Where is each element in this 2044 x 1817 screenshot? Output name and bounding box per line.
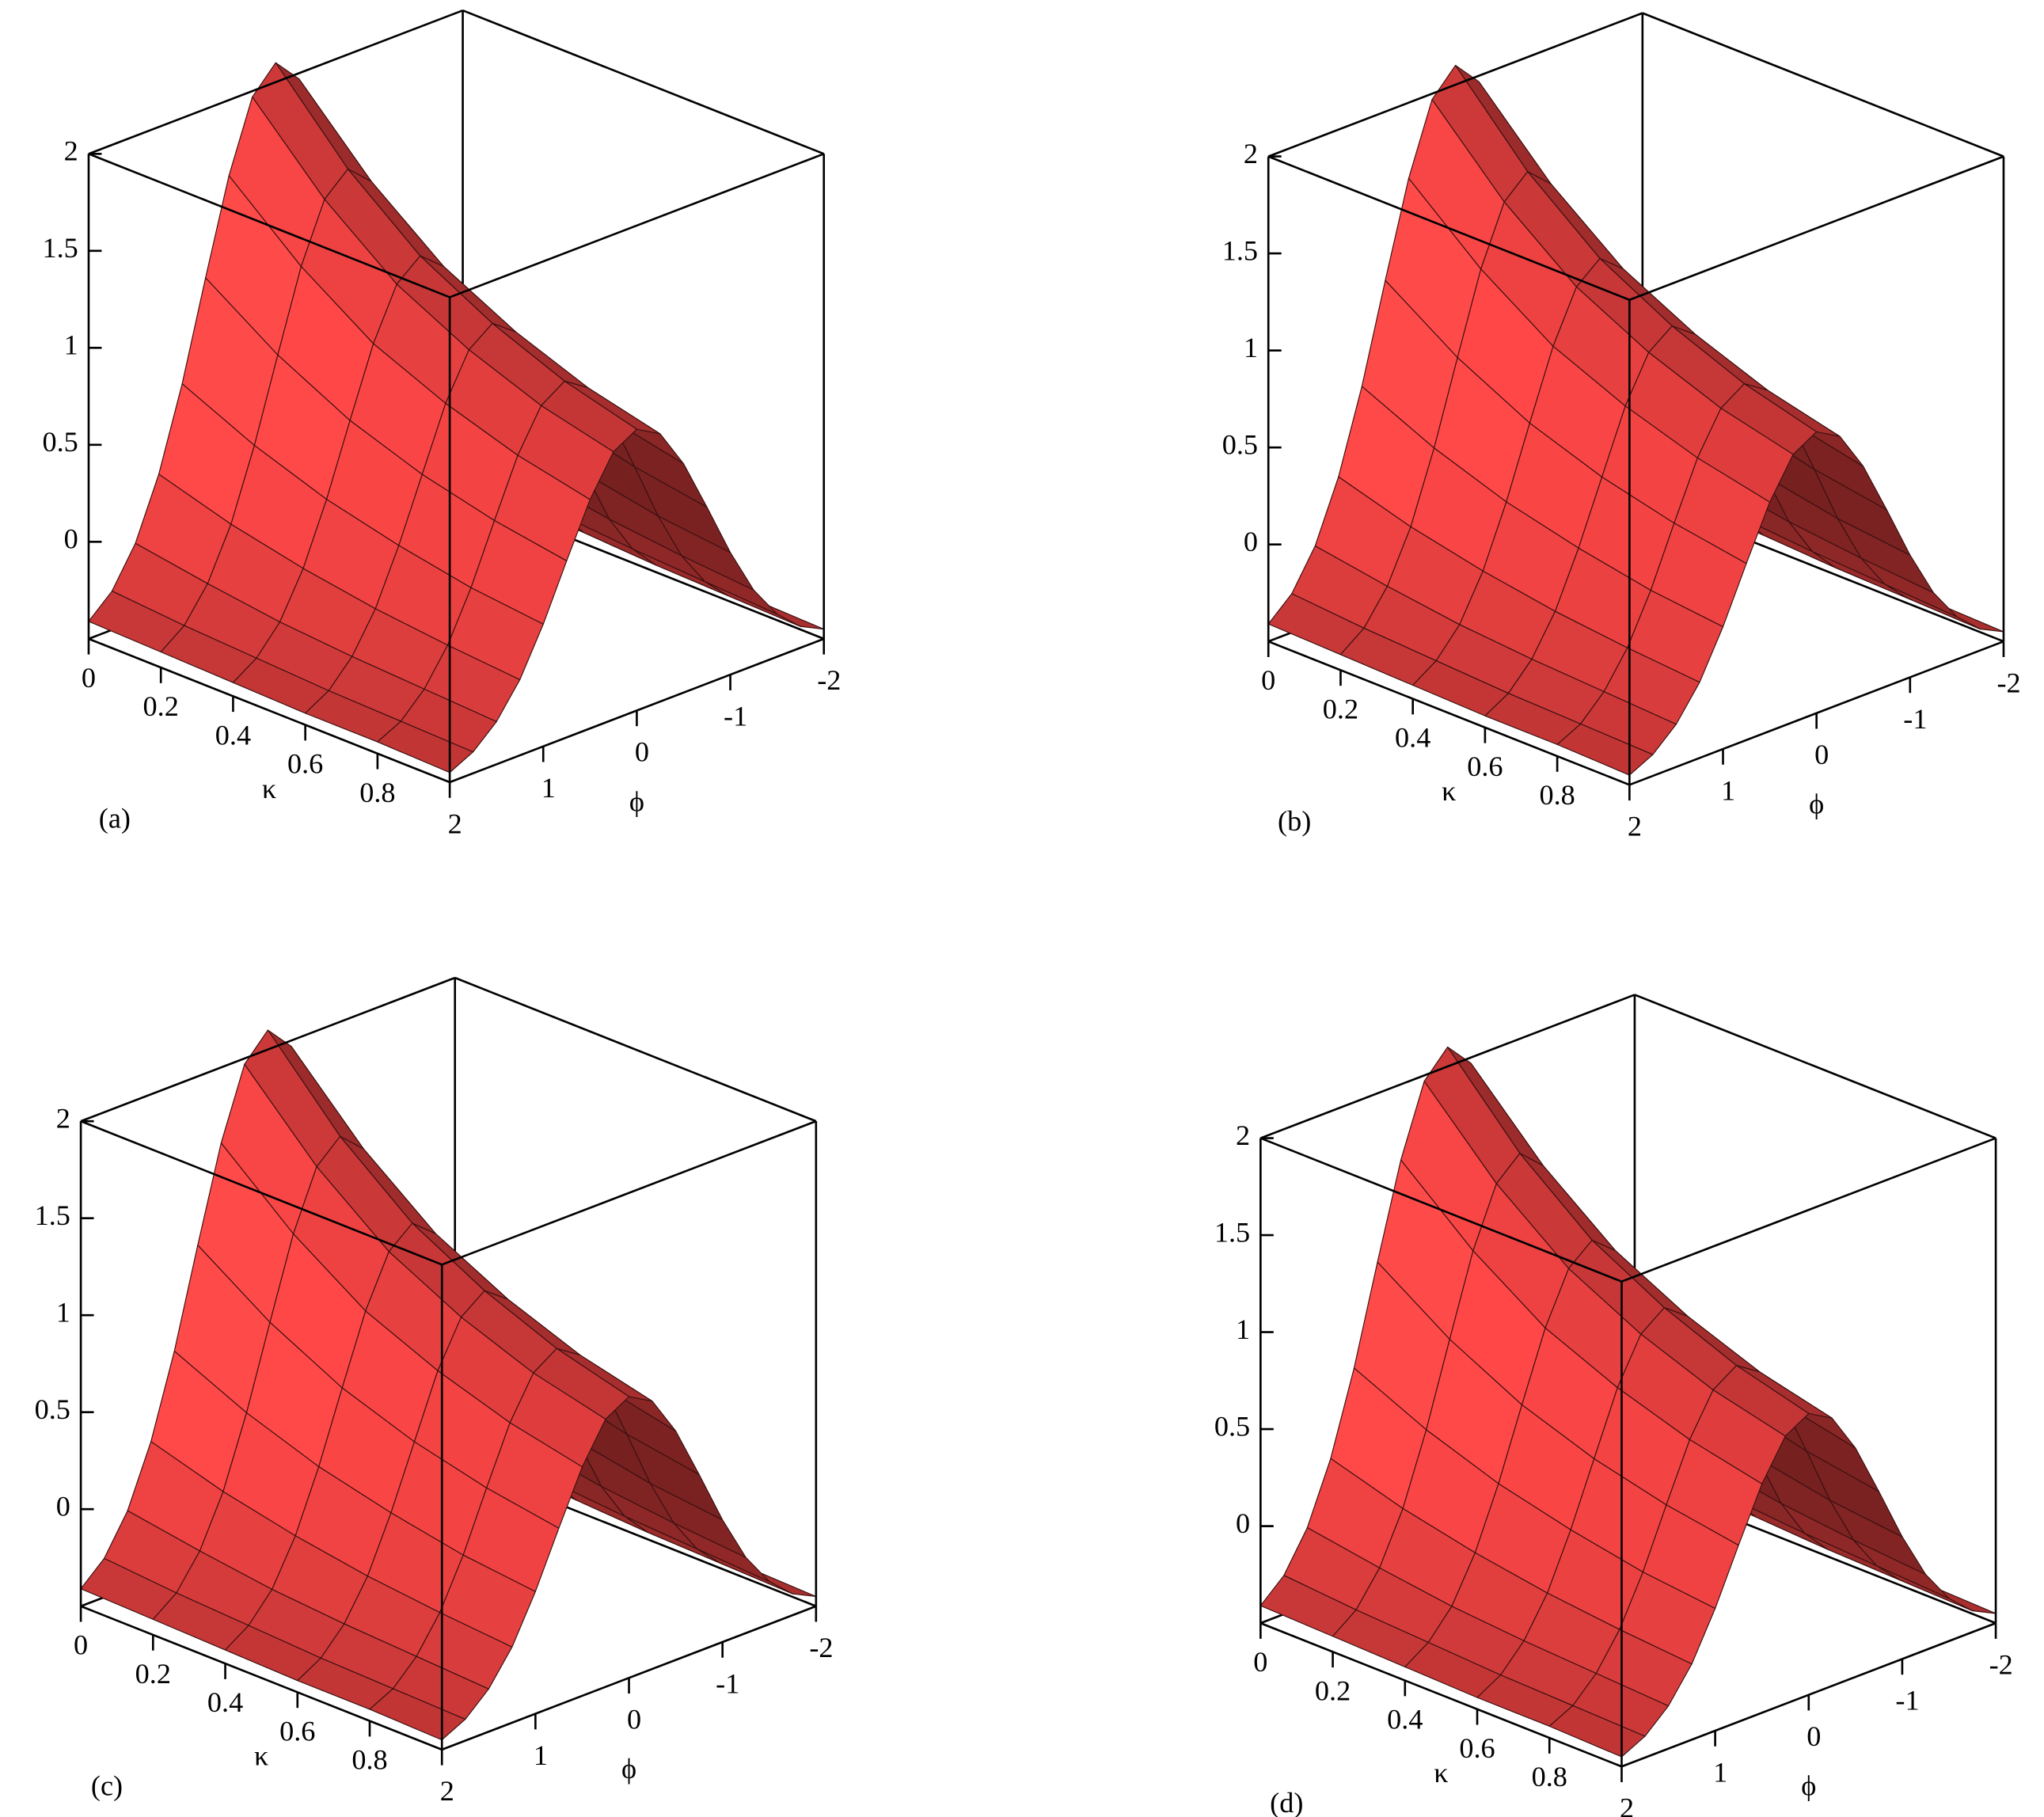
y-tick-label: 1: [534, 1739, 548, 1771]
z-tick-label: 1: [1236, 1313, 1250, 1345]
y-tick-label: 0: [1814, 739, 1829, 770]
y-tick-label: 2: [440, 1775, 454, 1807]
z-tick-label: 0: [1236, 1507, 1250, 1539]
x-axis-label: κ: [1442, 775, 1456, 807]
y-tick-label: 2: [1620, 1792, 1634, 1817]
x-tick-label: 0.8: [359, 777, 395, 808]
box-edge: [88, 153, 450, 298]
y-tick-label: 2: [1628, 811, 1642, 842]
y-axis-label: ϕ: [1801, 1770, 1816, 1802]
y-tick-label: -1: [1903, 703, 1927, 735]
z-tick-label: 1: [56, 1296, 70, 1328]
x-axis-label: κ: [1434, 1757, 1448, 1788]
box-edge: [1259, 1621, 1622, 1768]
panel: 0 0.5 1 1.5 2 0 0.2 0.4 0.6 0.8 -2 -1 0 1 2 κ ϕ (c): [35, 976, 833, 1807]
z-tick-label: 1.5: [1222, 234, 1258, 266]
y-tick-label: -1: [716, 1667, 739, 1699]
panel-label: (c): [91, 1770, 123, 1802]
x-tick-label: 0.4: [1387, 1704, 1423, 1735]
y-axis-label: ϕ: [621, 1753, 636, 1785]
box-edge: [80, 1119, 443, 1266]
box-edge: [1267, 155, 1630, 301]
y-tick-label: -2: [1997, 667, 2020, 698]
z-tick-label: 2: [1244, 138, 1258, 169]
x-tick-label: 0: [82, 662, 96, 694]
z-tick-label: 0.5: [43, 426, 78, 458]
box-edge: [454, 976, 817, 1123]
x-tick-label: 0.4: [1395, 722, 1430, 754]
x-tick-label: 0.8: [1539, 779, 1575, 811]
x-tick-label: 0.6: [287, 748, 323, 780]
panel-label: (d): [1270, 1787, 1303, 1817]
y-tick-label: 2: [448, 808, 462, 839]
box-edge: [1642, 12, 2004, 158]
y-tick-label: 0: [635, 736, 649, 768]
x-tick-label: 0.6: [279, 1715, 315, 1747]
x-tick-label: 0: [74, 1629, 88, 1661]
box-edge: [1259, 994, 1636, 1139]
x-tick-label: 0.8: [1532, 1761, 1567, 1792]
y-tick-label: 0: [1807, 1720, 1821, 1752]
x-tick-label: 0.2: [135, 1658, 171, 1690]
y-tick-label: -2: [817, 664, 841, 696]
z-tick-label: 2: [1236, 1119, 1250, 1151]
z-tick-label: 0: [1244, 526, 1258, 557]
z-tick-label: 0.5: [1222, 428, 1258, 460]
z-tick-label: 1.5: [1214, 1216, 1250, 1248]
box-edge: [1267, 640, 1630, 786]
box-edge: [462, 9, 825, 155]
panel: 0 0.5 1 1.5 2 0 0.2 0.4 0.6 0.8 -2 -1 0 1 2 κ ϕ (d): [1214, 994, 2013, 1817]
z-tick-label: 2: [56, 1102, 70, 1134]
y-tick-label: -2: [1989, 1648, 2013, 1680]
x-axis-label: κ: [254, 1740, 268, 1772]
y-tick-label: -1: [724, 700, 747, 732]
z-tick-label: 0.5: [1214, 1410, 1250, 1442]
y-tick-label: -2: [809, 1632, 833, 1663]
box-edge: [449, 153, 825, 298]
x-tick-label: 0.2: [143, 690, 179, 722]
z-tick-label: 1: [1244, 332, 1258, 363]
x-tick-label: 0.8: [351, 1744, 387, 1776]
panel: 0 0.5 1 1.5 2 0 0.2 0.4 0.6 0.8 -2 -1 0 1 2 κ ϕ (b): [1222, 12, 2021, 842]
z-tick-label: 2: [64, 135, 78, 167]
x-tick-label: 0.2: [1323, 693, 1358, 724]
x-tick-label: 0.6: [1467, 751, 1503, 782]
x-tick-label: 0.4: [207, 1686, 243, 1718]
y-tick-label: 1: [1713, 1756, 1727, 1788]
panel-label: (b): [1278, 805, 1311, 837]
box-edge: [80, 1605, 443, 1751]
box-edge: [1259, 1137, 1622, 1283]
y-tick-label: 1: [1721, 774, 1735, 806]
x-tick-label: 0.6: [1459, 1732, 1495, 1764]
box-edge: [1628, 155, 2004, 301]
z-tick-label: 0: [56, 1491, 70, 1522]
y-tick-label: 0: [627, 1704, 641, 1735]
box-edge: [1267, 12, 1643, 158]
x-tick-label: 0: [1261, 664, 1275, 696]
z-tick-label: 1: [64, 329, 78, 361]
box-edge: [1634, 994, 1997, 1139]
box-edge: [1621, 1137, 1997, 1283]
z-tick-label: 1.5: [35, 1199, 70, 1231]
box-edge: [80, 976, 456, 1123]
panel: 0 0.5 1 1.5 2 0 0.2 0.4 0.6 0.8 -2 -1 0 1 2 κ ϕ (a): [43, 9, 841, 839]
y-axis-label: ϕ: [1809, 789, 1824, 820]
y-tick-label: 1: [541, 772, 556, 804]
z-tick-label: 0: [64, 523, 78, 555]
z-tick-label: 0.5: [35, 1393, 70, 1425]
z-tick-label: 1.5: [43, 232, 78, 264]
y-axis-label: ϕ: [629, 785, 644, 817]
x-tick-label: 0.2: [1315, 1674, 1351, 1706]
x-axis-label: κ: [262, 773, 276, 804]
box-edge: [88, 9, 464, 155]
x-tick-label: 0: [1253, 1646, 1267, 1678]
panel-label: (a): [99, 803, 131, 834]
box-edge: [441, 1119, 817, 1266]
x-tick-label: 0.4: [215, 719, 251, 751]
box-edge: [88, 637, 450, 784]
y-tick-label: -1: [1895, 1685, 1919, 1716]
